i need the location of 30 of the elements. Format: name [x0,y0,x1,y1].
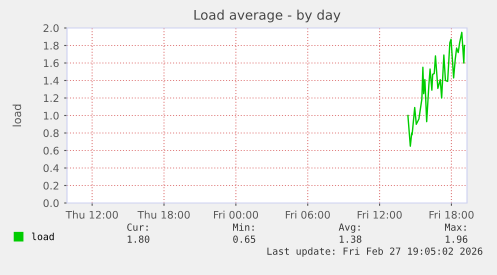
text: Last update: Fri Feb 27 19:05:02 2026 [267,247,482,257]
x-tick-label: Fri 06:00 [286,210,330,219]
y-tick-label: 2.0 [44,24,59,32]
x-tick-label: Fri 12:00 [358,210,402,219]
y-tick-label: 1.4 [44,76,59,84]
text: Min: [232,223,254,231]
text: Avg: [338,224,360,233]
text: Cur: [127,223,148,231]
legend-label: load [32,232,54,240]
y-tick-label: 0.6 [43,146,59,155]
y-tick-label: 1.8 [44,42,59,50]
line-series [407,32,466,147]
chart-title: Load average - by day [194,10,340,22]
text: Max: [444,224,466,231]
text: 0.65 [233,235,256,243]
y-tick-label: 1.0 [44,112,59,120]
y-tick-label: 0.0 [43,199,59,208]
y-tick-label: 0.2 [43,182,58,190]
text: 1.96 [446,235,468,243]
y-axis-title: load [12,104,22,126]
x-tick-label: Thu 12:00 [66,210,118,219]
text: 1.38 [340,235,362,243]
y-tick-label: 0.4 [43,164,59,172]
y-tick-label: 1.6 [44,59,59,68]
text: 1.80 [128,235,150,243]
y-tick-label: 1.2 [44,94,58,102]
x-tick-label: Thu 18:00 [138,210,190,219]
x-tick-label: Fri 00:00 [214,210,258,219]
x-tick-label: Fri 18:00 [430,210,474,219]
y-tick-label: 0.8 [43,129,59,138]
